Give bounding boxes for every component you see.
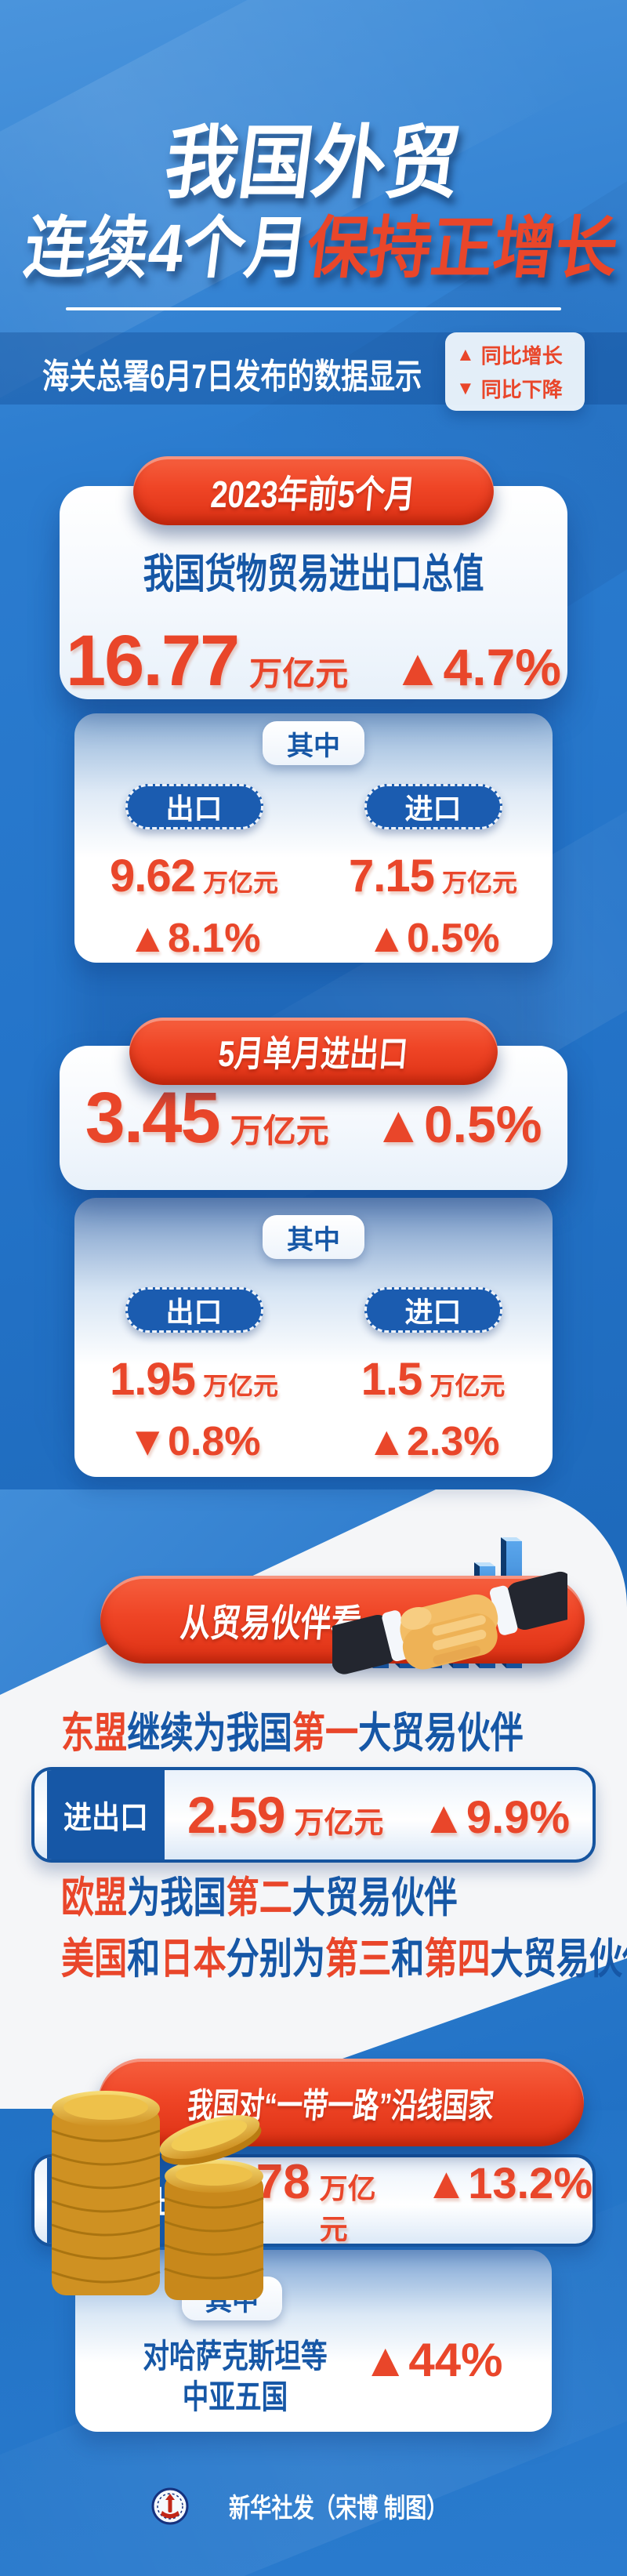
export-delta: ▲8.1%: [127, 916, 261, 961]
import-value-row: 1.5 万亿元: [361, 1354, 506, 1405]
export-label-pill: 出口: [125, 784, 263, 829]
period2-value: 3.45: [85, 1077, 221, 1158]
credit-text: 新华社发（宋博 制图）: [229, 2494, 448, 2523]
partner-rank-line-3: 美国和日本分别为第三和第四大贸易伙伴: [61, 1936, 627, 1983]
import-delta: ▲2.3%: [366, 1419, 500, 1464]
footer-credit-row: 新华社发（宋博 制图）: [0, 2487, 627, 2525]
partners-section-pill: 从贸易伙伴看: [100, 1576, 585, 1664]
period2-import-column: 进口 1.5 万亿元 ▲2.3%: [314, 1287, 553, 1465]
legend-row-decrease: ▼ 同比下降: [445, 374, 585, 403]
asean-stat-values: 2.59 万亿元 ▲9.9%: [187, 1786, 571, 1844]
triangle-up-icon: ▲: [456, 343, 475, 365]
asean-trade-stat-bar: 进出口 2.59 万亿元 ▲9.9%: [31, 1767, 596, 1863]
period2-breakdown-columns: 出口 1.95 万亿元 ▼0.8% 进口 1.5 万亿元 ▲2.3%: [74, 1287, 553, 1465]
period2-delta: ▲0.5%: [372, 1094, 542, 1153]
period1-export-column: 出口 9.62 万亿元 ▲8.1%: [74, 784, 314, 962]
title-underline: [66, 307, 561, 310]
period1-title-pill: 2023年前5个月: [133, 456, 494, 525]
triangle-down-icon: ▼: [456, 377, 475, 399]
legend-row-increase: ▲ 同比增长: [445, 340, 585, 369]
data-source-note: 海关总署6月7日发布的数据显示: [42, 357, 422, 396]
belt-road-breakdown-label: 其中: [182, 2277, 282, 2320]
import-label-pill: 进口: [364, 1287, 502, 1333]
period1-delta: ▲4.7%: [392, 638, 561, 696]
belt-road-stat-values: 5.78 万亿元 ▲13.2%: [216, 2154, 593, 2245]
import-delta: ▲0.5%: [366, 916, 500, 961]
xinhua-logo: [151, 2487, 189, 2524]
period1-unit: 万亿元: [249, 655, 349, 692]
import-value-row: 7.15 万亿元: [349, 851, 517, 902]
title-line2-white: 连续4个月: [20, 211, 313, 286]
period1-breakdown-columns: 出口 9.62 万亿元 ▲8.1% 进口 7.15 万亿元 ▲0.5%: [74, 784, 553, 962]
period1-import-column: 进口 7.15 万亿元 ▲0.5%: [314, 784, 553, 962]
page-title-line2: 连续4个月保持正增长: [0, 193, 627, 291]
central-asia-line2: 中亚五国: [182, 2378, 288, 2415]
export-value-row: 9.62 万亿元: [110, 851, 278, 902]
period2-title-pill: 5月单月进出口: [129, 1018, 498, 1085]
period2-export-column: 出口 1.95 万亿元 ▼0.8%: [74, 1287, 314, 1465]
period2-breakdown-label: 其中: [263, 1215, 364, 1259]
central-asia-line1: 对哈萨克斯坦等: [143, 2338, 328, 2375]
partner-rank-line-1: 东盟继续为我国第一大贸易伙伴: [61, 1710, 524, 1757]
period1-breakdown-label: 其中: [263, 721, 364, 765]
title-line2-red: 保持正增长: [303, 211, 622, 286]
belt-road-stat-label-block: 合计进出口: [47, 2157, 216, 2244]
legend-increase-label: 同比增长: [480, 344, 563, 368]
period2-value-row: 3.45 万亿元 ▲0.5%: [85, 1077, 542, 1159]
belt-road-stat-bar: 合计进出口 5.78 万亿元 ▲13.2%: [31, 2154, 596, 2247]
period2-unit: 万亿元: [230, 1112, 329, 1149]
period1-total-card: 我国货物贸易进出口总值 16.77 万亿元 ▲4.7%: [60, 486, 567, 702]
partner-rank-line-2: 欧盟为我国第二大贸易伙伴: [61, 1874, 458, 1921]
central-asia-delta: ▲44%: [362, 2334, 503, 2386]
period1-heading: 我国货物贸易进出口总值: [143, 552, 484, 597]
legend-decrease-label: 同比下降: [480, 378, 563, 401]
legend-box: ▲ 同比增长 ▼ 同比下降: [445, 332, 585, 411]
export-label-pill: 出口: [125, 1287, 263, 1333]
import-label-pill: 进口: [364, 784, 502, 829]
belt-road-section-pill: 我国对“一带一路”沿线国家: [98, 2059, 584, 2146]
export-delta: ▼0.8%: [127, 1419, 261, 1464]
period1-value-row: 16.77 万亿元 ▲4.7%: [66, 620, 561, 702]
export-value-row: 1.95 万亿元: [110, 1354, 278, 1405]
asean-stat-label-block: 进出口: [47, 1770, 165, 1859]
period1-value: 16.77: [65, 621, 240, 701]
